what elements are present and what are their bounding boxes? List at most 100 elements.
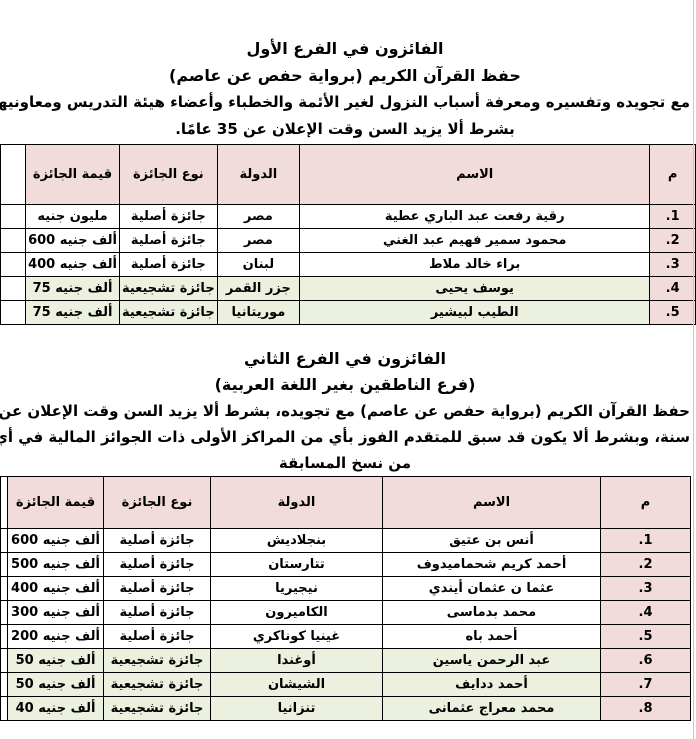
cell-name: رقية رفعت عبد الباري عطية xyxy=(299,204,651,229)
table-row: 4. محمد بدماسى الكاميرون جائزة أصلية 300… xyxy=(0,600,691,625)
table-row: 6. عبد الرحمن ياسين أوغندا جائزة تشجيعية… xyxy=(0,648,691,673)
cell-country: الكاميرون xyxy=(210,600,383,625)
cell-serial: 3. xyxy=(649,252,696,277)
cell-prize-type: جائزة تشجيعية xyxy=(103,672,211,697)
empty-edge-cell xyxy=(0,528,8,553)
cell-name: براء خالد ملاط xyxy=(299,252,651,277)
section2-heading-block: الفائزون في الفرع الثاني (فرع الناطقين ب… xyxy=(0,346,690,476)
cell-serial: 5. xyxy=(649,300,696,325)
cell-serial: 1. xyxy=(600,528,691,553)
table-row: 1. أنس بن عتيق بنجلاديش جائزة أصلية 600 … xyxy=(0,528,691,553)
cell-name: أنس بن عتيق xyxy=(382,528,601,553)
empty-edge-cell xyxy=(0,624,8,649)
table-row: 2. أحمد كريم شحماميدوف تتارستان جائزة أص… xyxy=(0,552,691,577)
column-header-country: الدولة xyxy=(216,144,301,205)
cell-name: عبد الرحمن ياسين xyxy=(382,648,601,673)
cell-prize-value: 75 ألف جنيه xyxy=(25,300,120,325)
cell-name: أحمد باه xyxy=(382,624,601,649)
empty-edge-cell xyxy=(0,144,27,205)
cell-country: الشيشان xyxy=(210,672,383,697)
cell-prize-value: 50 ألف جنيه xyxy=(7,672,104,697)
cell-prize-value: 75 ألف جنيه xyxy=(25,276,120,301)
cell-serial: 1. xyxy=(649,204,696,229)
section2-subtitle: (فرع الناطقين بغير اللغة العربية) xyxy=(214,375,476,394)
cell-prize-value: مليون جنيه xyxy=(25,204,120,229)
cell-country: غينيا كوناكري xyxy=(210,624,383,649)
cell-serial: 8. xyxy=(600,696,691,721)
section2-description-line1: حفظ القرآن الكريم (برواية حفص عن عاصم) م… xyxy=(0,402,690,420)
page-edge-line xyxy=(693,0,694,739)
cell-serial: 2. xyxy=(600,552,691,577)
cell-prize-value: 600 ألف جنيه xyxy=(7,528,104,553)
empty-edge-cell xyxy=(0,672,8,697)
cell-name: أحمد كريم شحماميدوف xyxy=(382,552,601,577)
section1-heading-block: الفائزون في الفرع الأول حفظ القرآن الكري… xyxy=(0,35,690,143)
table-row: 5. أحمد باه غينيا كوناكري جائزة أصلية 20… xyxy=(0,624,691,649)
winners-table-branch1: م الاسم الدولة نوع الجائزة قيمة الجائزة … xyxy=(0,144,696,325)
table-row: 3. عثما ن عثمان أيندي نيجيريا جائزة أصلي… xyxy=(0,576,691,601)
column-header-serial: م xyxy=(600,476,691,529)
column-header-name: الاسم xyxy=(299,144,651,205)
cell-prize-value: 600 ألف جنيه xyxy=(25,228,120,253)
cell-prize-value: 300 ألف جنيه xyxy=(7,600,104,625)
column-header-prize-value: قيمة الجائزة xyxy=(7,476,104,529)
cell-country: بنجلاديش xyxy=(210,528,383,553)
section2-title: الفائزون في الفرع الثاني xyxy=(243,349,447,368)
cell-prize-type: جائزة أصلية xyxy=(103,552,211,577)
column-header-prize-value: قيمة الجائزة xyxy=(25,144,120,205)
empty-edge-cell xyxy=(0,648,8,673)
header-row: م الاسم الدولة نوع الجائزة قيمة الجائزة xyxy=(0,476,691,529)
cell-serial: 3. xyxy=(600,576,691,601)
cell-country: تتارستان xyxy=(210,552,383,577)
table-row: 2. محمود سمير فهيم عبد الغني مصر جائزة أ… xyxy=(0,228,696,253)
cell-prize-value: 400 ألف جنيه xyxy=(7,576,104,601)
cell-prize-type: جائزة تشجيعية xyxy=(118,300,218,325)
empty-edge-cell xyxy=(0,300,27,325)
section1-title: الفائزون في الفرع الأول xyxy=(246,39,444,58)
cell-country: لبنان xyxy=(216,252,301,277)
cell-prize-value: 200 ألف جنيه xyxy=(7,624,104,649)
cell-serial: 4. xyxy=(600,600,691,625)
empty-edge-cell xyxy=(0,476,8,529)
cell-country: مصر xyxy=(216,204,301,229)
section1-subtitle: حفظ القرآن الكريم (برواية حفص عن عاصم) xyxy=(169,66,521,85)
cell-prize-type: جائزة أصلية xyxy=(103,600,211,625)
cell-serial: 6. xyxy=(600,648,691,673)
cell-prize-type: جائزة أصلية xyxy=(118,252,218,277)
empty-edge-cell xyxy=(0,252,27,277)
table-row: 8. محمد معراج عثمانى تنزانيا جائزة تشجيع… xyxy=(0,696,691,721)
cell-prize-type: جائزة تشجيعية xyxy=(103,648,211,673)
cell-name: محمد معراج عثمانى xyxy=(382,696,601,721)
cell-name: أحمد ددايف xyxy=(382,672,601,697)
section1-condition: بشرط ألا يزيد السن وقت الإعلان عن 35 عام… xyxy=(175,120,515,138)
section1-description: مع تجويده وتفسيره ومعرفة أسباب النزول لغ… xyxy=(0,93,690,111)
cell-prize-type: جائزة أصلية xyxy=(103,528,211,553)
empty-edge-cell xyxy=(0,204,27,229)
column-header-prize-type: نوع الجائزة xyxy=(118,144,218,205)
cell-serial: 5. xyxy=(600,624,691,649)
cell-prize-type: جائزة أصلية xyxy=(118,228,218,253)
cell-prize-type: جائزة أصلية xyxy=(118,204,218,229)
column-header-country: الدولة xyxy=(210,476,383,529)
column-header-prize-type: نوع الجائزة xyxy=(103,476,211,529)
cell-country: جزر القمر xyxy=(216,276,301,301)
winners-table-branch2: م الاسم الدولة نوع الجائزة قيمة الجائزة … xyxy=(0,476,691,721)
cell-country: أوغندا xyxy=(210,648,383,673)
cell-country: نيجيريا xyxy=(210,576,383,601)
table-row: 3. براء خالد ملاط لبنان جائزة أصلية 400 … xyxy=(0,252,696,277)
cell-serial: 2. xyxy=(649,228,696,253)
section2-description-line3: من نسخ المسابقة xyxy=(278,454,412,472)
cell-prize-value: 400 ألف جنيه xyxy=(25,252,120,277)
cell-prize-value: 500 ألف جنيه xyxy=(7,552,104,577)
cell-country: تنزانيا xyxy=(210,696,383,721)
cell-country: مصر xyxy=(216,228,301,253)
cell-prize-type: جائزة تشجيعية xyxy=(118,276,218,301)
cell-prize-type: جائزة أصلية xyxy=(103,624,211,649)
table-row: 5. الطيب لبيشير موريتانيا جائزة تشجيعية … xyxy=(0,300,696,325)
cell-name: محمد بدماسى xyxy=(382,600,601,625)
section2-description-line2: سنة، وبشرط ألا يكون قد سبق للمتقدم الفوز… xyxy=(0,428,690,446)
cell-name: عثما ن عثمان أيندي xyxy=(382,576,601,601)
cell-serial: 7. xyxy=(600,672,691,697)
cell-name: محمود سمير فهيم عبد الغني xyxy=(299,228,651,253)
table-row: 7. أحمد ددايف الشيشان جائزة تشجيعية 50 أ… xyxy=(0,672,691,697)
